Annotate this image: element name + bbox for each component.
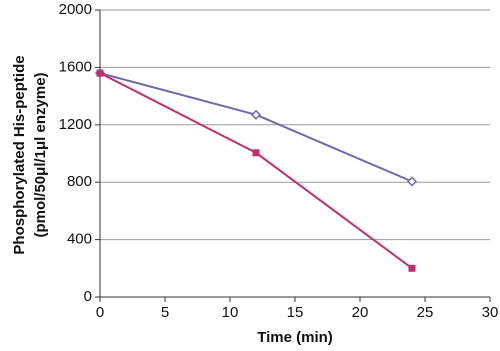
x-tick-label: 15 [287, 304, 304, 321]
marker [96, 69, 104, 77]
y-axis-label: (pmol/50μl/1μl enzyme) [32, 72, 49, 237]
y-tick-label: 2000 [59, 1, 92, 18]
x-tick-label: 0 [96, 304, 104, 321]
series-line [99, 72, 413, 183]
marker [408, 264, 416, 272]
x-tick-label: 20 [352, 304, 369, 321]
x-tick-label: 10 [222, 304, 239, 321]
marker [250, 109, 262, 120]
marker [252, 149, 260, 157]
series-line [99, 72, 413, 270]
y-tick-label: 800 [67, 173, 92, 190]
marker [406, 176, 418, 187]
x-tick-label: 25 [417, 304, 434, 321]
y-tick-label: 1200 [59, 116, 92, 133]
x-axis-label: Time (min) [257, 329, 333, 346]
y-axis-label: Phosphorylated His-peptide [11, 55, 28, 254]
x-tick-label: 5 [161, 304, 169, 321]
y-tick-label: 1600 [59, 58, 92, 75]
x-tick-label: 30 [482, 304, 499, 321]
y-tick-label: 400 [67, 231, 92, 248]
y-tick-label: 0 [84, 288, 92, 305]
